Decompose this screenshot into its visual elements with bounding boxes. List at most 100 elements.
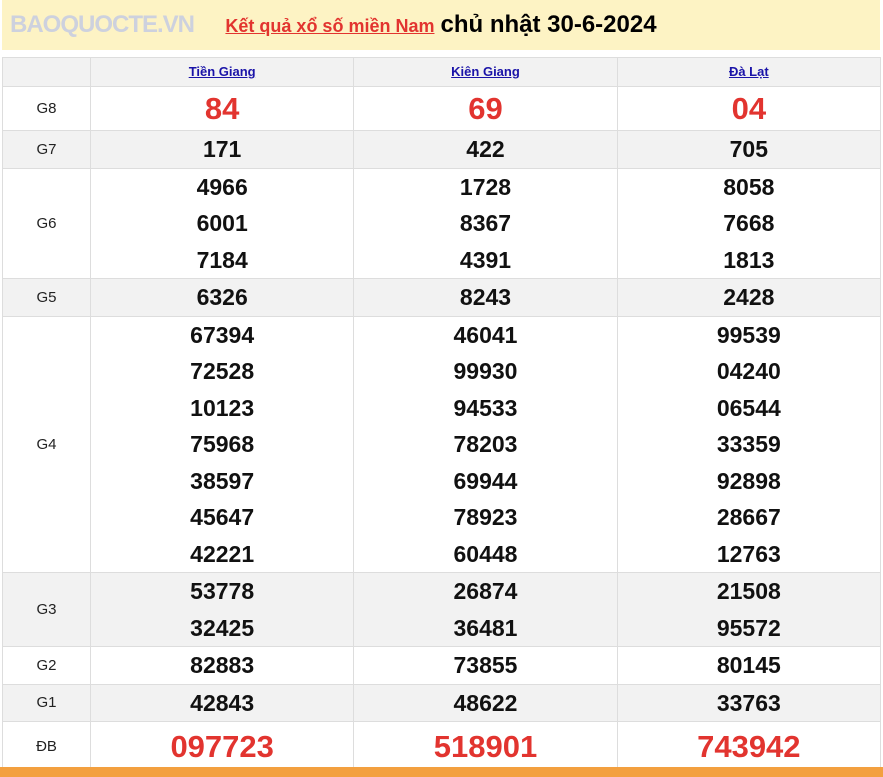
prize-label: G7 (2, 130, 91, 169)
prize-row-đb: ĐB 097723 518901 743942 (2, 721, 882, 772)
prize-number: 67394 (190, 321, 255, 348)
prize-cell: 8243 (353, 278, 618, 317)
province-header: Tiền Giang (89, 57, 355, 87)
header-row: Tiền Giang Kiên Giang Đà Lạt (2, 57, 882, 87)
prize-cell: 705 (616, 130, 882, 169)
prize-number: 38597 (190, 467, 255, 494)
prize-label: G1 (2, 683, 91, 722)
prize-cell: 422 (353, 130, 618, 169)
prize-number: 8367 (459, 210, 512, 236)
prize-number: 4966 (196, 173, 248, 200)
province-header: Kiên Giang (353, 57, 618, 87)
prize-number: 097723 (170, 729, 274, 764)
prize-number: 743942 (697, 729, 801, 764)
prize-number: 422 (466, 136, 505, 162)
prize-cell: 69 (353, 86, 618, 131)
prize-label: G6 (2, 167, 91, 279)
prize-cell: 80145 (616, 646, 882, 685)
prize-number: 2428 (723, 284, 775, 310)
prize-number: 53778 (190, 578, 255, 604)
prize-number: 04240 (716, 358, 781, 384)
prize-number: 42221 (190, 540, 255, 567)
prize-number: 7668 (723, 210, 775, 236)
prize-cell: 26874 36481 (353, 572, 618, 647)
prize-label: G8 (2, 86, 91, 131)
prize-number: 94533 (453, 394, 518, 421)
prize-number: 26874 (453, 578, 518, 604)
prize-cell: 2428 (616, 278, 882, 317)
prize-row-g6: G6 4966 6001 7184 1728 8367 4391 8058 7668 1813 (2, 167, 882, 279)
title-date: chủ nhật 30-6-2024 (440, 11, 657, 38)
prize-cell: 48622 (353, 683, 618, 722)
prize-number: 6326 (196, 284, 248, 310)
prize-cell: 6326 (89, 278, 355, 317)
prize-label: ĐB (2, 721, 91, 772)
prize-number: 06544 (716, 394, 781, 421)
prize-number: 78923 (453, 504, 518, 530)
prize-number: 12763 (716, 540, 781, 567)
prize-number: 1728 (459, 173, 512, 200)
province-link[interactable]: Đà Lạt (728, 64, 769, 79)
prize-number: 84 (204, 91, 240, 126)
prize-number: 82883 (190, 652, 255, 678)
prize-number: 6001 (196, 210, 248, 236)
prize-number: 45647 (190, 504, 255, 530)
prize-row-g4: G4 67394 72528 10123 75968 38597 45647 42221 460… (2, 315, 882, 573)
prize-number: 7184 (196, 246, 248, 273)
prize-label: G3 (2, 572, 91, 647)
page-title: Kết quả xổ số miền Nam chủ nhật 30-6-2024 (2, 0, 880, 50)
prize-cell: 82883 (89, 646, 355, 685)
prize-cell: 99539 04240 06544 33359 92898 28667 12763 (616, 315, 882, 573)
prize-number: 78203 (453, 431, 518, 457)
prize-number: 33359 (716, 431, 781, 457)
prize-cell: 53778 32425 (89, 572, 355, 647)
prize-number: 4391 (459, 246, 512, 273)
prize-row-g3: G3 53778 32425 26874 36481 21508 95572 (2, 572, 882, 647)
prize-number: 21508 (716, 578, 781, 604)
prize-row-g8: G8 84 69 04 (2, 86, 882, 131)
prize-number: 04 (731, 91, 767, 126)
prize-number: 60448 (453, 540, 518, 567)
prize-cell: 21508 95572 (616, 572, 882, 647)
prize-row-g1: G1 42843 48622 33763 (2, 683, 882, 722)
prize-cell: 8058 7668 1813 (616, 167, 882, 279)
prize-number: 95572 (716, 614, 781, 641)
prize-cell: 097723 (89, 721, 355, 772)
prize-row-g2: G2 82883 73855 80145 (2, 646, 882, 685)
prize-cell: 42843 (89, 683, 355, 722)
prize-number: 69 (468, 91, 503, 126)
results-table: Tiền Giang Kiên Giang Đà Lạt G8 84 69 04 G7 1… (2, 57, 882, 772)
prize-number: 92898 (716, 467, 781, 494)
footer-bar (0, 767, 883, 777)
prize-row-g7: G7 171 422 705 (2, 130, 882, 169)
prize-number: 10123 (190, 394, 255, 421)
prize-number: 171 (202, 136, 242, 162)
header-blank (2, 57, 91, 87)
prize-number: 48622 (453, 689, 518, 716)
province-header: Đà Lạt (616, 57, 882, 87)
province-link[interactable]: Tiền Giang (188, 64, 256, 79)
prize-number: 33763 (716, 689, 781, 716)
prize-cell: 743942 (616, 721, 882, 772)
prize-number: 72528 (190, 358, 255, 384)
prize-number: 705 (729, 136, 769, 162)
prize-cell: 04 (616, 86, 882, 131)
prize-cell: 518901 (353, 721, 618, 772)
prize-number: 36481 (453, 614, 518, 641)
prize-number: 518901 (433, 729, 538, 764)
prize-label: G2 (2, 646, 91, 685)
prize-cell: 73855 (353, 646, 618, 685)
prize-number: 73855 (453, 652, 518, 678)
prize-cell: 67394 72528 10123 75968 38597 45647 42221 (89, 315, 355, 573)
prize-number: 69944 (453, 467, 518, 494)
province-link[interactable]: Kiên Giang (451, 64, 520, 79)
prize-number: 1813 (723, 246, 775, 273)
prize-row-g5: G5 6326 8243 2428 (2, 278, 882, 317)
prize-number: 8243 (459, 284, 512, 310)
prize-number: 75968 (190, 431, 255, 457)
prize-number: 32425 (190, 614, 255, 641)
title-link[interactable]: Kết quả xổ số miền Nam (225, 16, 435, 36)
prize-label: G4 (2, 315, 91, 573)
prize-cell: 84 (89, 86, 355, 131)
prize-number: 42843 (190, 689, 255, 716)
